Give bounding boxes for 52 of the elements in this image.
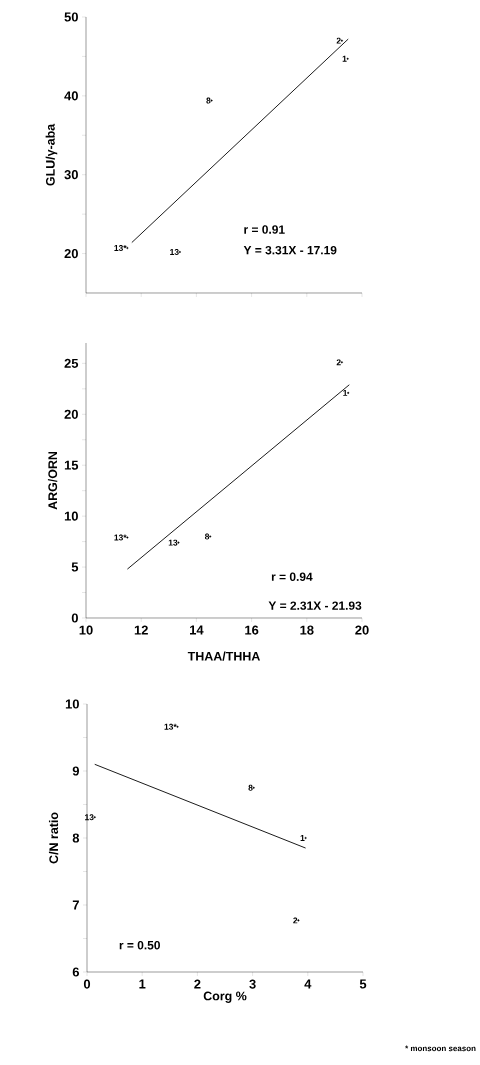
x-tick-label: 16 [245,625,259,635]
y-tick-label: 25 [64,358,79,368]
y-tick-label: 20 [64,248,78,259]
y-tick-label: 10 [64,511,78,521]
annotation: 1 [343,389,348,396]
x-tick-label: 10 [79,625,93,635]
y-tick-label: 10 [65,699,79,709]
y-tick-label: 30 [64,170,78,180]
annotation: r = 0.94 [271,572,313,581]
x-axis-title: Corg % [203,991,247,1003]
annotation: r = 0.50 [119,940,160,950]
x-tick-label: 20 [355,625,369,635]
y-tick-label: 15 [64,460,79,470]
y-tick-label: 20 [64,409,78,419]
x-tick-label: 14 [190,625,204,635]
y-tick-label: 5 [71,562,79,572]
y-axis-title: ARG/ORN [47,451,58,510]
x-tick-label: 1 [139,979,146,989]
x-tick-label: 18 [300,625,314,635]
annotation: 13* [114,534,127,541]
y-axis-title: C/N ratio [48,812,59,864]
y-tick-label: 0 [71,613,78,623]
y-tick-label: 7 [72,900,79,910]
annotation: Y = 2.31X - 21.93 [268,601,362,610]
y-axis-title: GLU/γ-aba [45,123,58,186]
annotation: 2 [293,917,298,924]
x-tick-label: 12 [134,625,148,635]
x-tick-label: 0 [83,979,91,989]
y-tick-label: 6 [72,967,80,977]
annotation: 13 [170,248,179,255]
annotation: 2 [336,359,341,366]
annotation: 1 [300,835,305,841]
annotation: 13* [164,723,177,730]
annotation: 8 [206,97,211,104]
annotation: r = 0.91 [244,225,285,234]
y-tick-label: 40 [64,91,78,101]
x-tick-label: 2 [194,979,201,989]
annotation: 13 [85,814,94,821]
annotation: 8 [204,533,210,540]
x-tick-label: 4 [304,979,312,989]
y-tick-label: 50 [64,12,78,22]
annotation: 8 [248,784,253,791]
x-tick-label: 5 [359,979,367,989]
annotation: Y = 3.31X - 17.19 [243,245,337,255]
annotation: 1 [342,55,347,62]
y-tick-label: 8 [72,833,80,843]
x-axis-title: THAA/THHA [187,651,260,661]
y-tick-label: 9 [72,766,79,776]
x-tick-label: 3 [249,979,256,989]
annotation: 13* [114,245,127,252]
annotation: 2 [336,37,341,44]
annotation: 13 [168,539,178,546]
